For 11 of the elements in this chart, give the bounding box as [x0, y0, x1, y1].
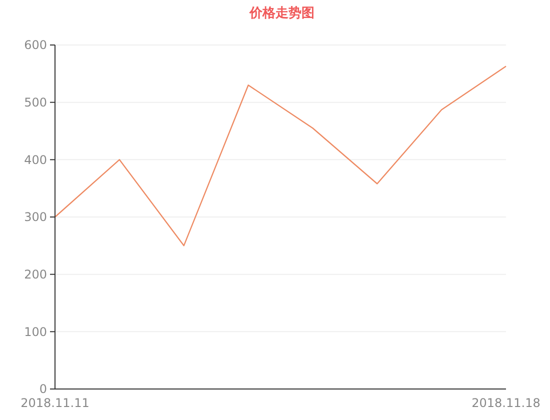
y-tick-label: 100	[24, 324, 47, 339]
y-tick-label: 200	[24, 268, 47, 282]
y-tick-label: 600	[24, 38, 47, 52]
chart-title: 价格走势图	[248, 5, 314, 21]
y-tick-label: 500	[24, 96, 47, 110]
y-tick-label: 400	[24, 152, 47, 167]
x-tick-label: 2018.11.11	[20, 396, 90, 410]
line-series	[54, 66, 507, 246]
y-tick-label: 300	[24, 210, 47, 224]
y-tick-label: 0	[39, 382, 47, 396]
x-tick-label: 2018.11.18	[472, 396, 540, 410]
